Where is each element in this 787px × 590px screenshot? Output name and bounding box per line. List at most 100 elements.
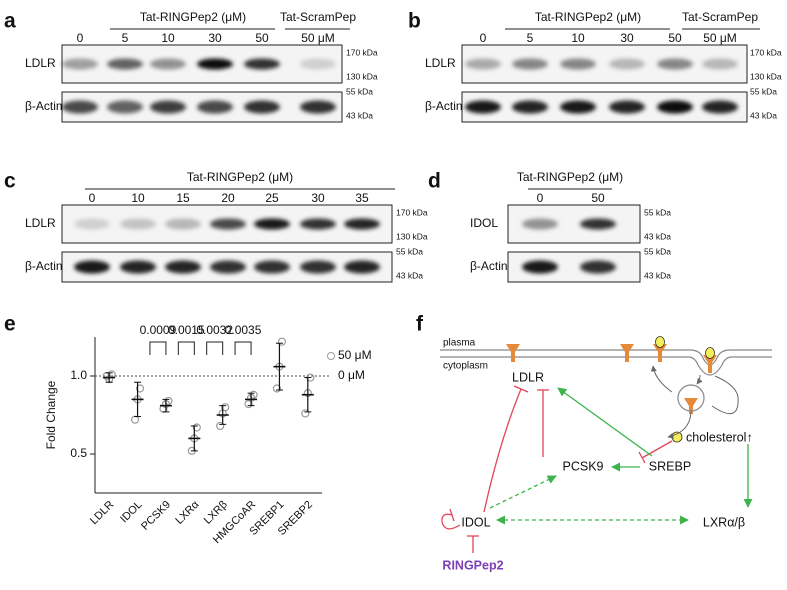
panel-label: c [4,170,16,193]
blot-header: Tat-ScramPep [682,10,758,24]
band [150,58,186,70]
band [522,260,558,274]
lane-label: 5 [527,31,534,45]
x-tick-label: LXRα [173,498,202,527]
lane-label: 0 [537,191,544,205]
band [107,58,143,70]
band [580,260,616,274]
lane-label: 0 [89,191,96,205]
marker-label: 43 kDa [644,270,671,280]
band [512,58,548,70]
lane-label: 50 [591,191,605,205]
node-ldlr: LDLR [512,370,544,384]
lane-label: 0 [480,31,487,45]
band [580,218,616,230]
endocytosis-arrow [696,374,703,385]
panel-label: e [4,313,16,336]
node-cholesterol: cholesterol↑ [686,430,753,444]
band [210,260,246,274]
panel-label: f [416,313,424,336]
marker-label: 55 kDa [644,207,671,217]
legend-label: 0 μM [338,368,365,382]
band [244,58,280,70]
data-point [249,390,258,399]
band [300,100,336,114]
y-tick-label: 0.5 [70,446,87,460]
band [62,100,98,114]
band [74,260,110,274]
band [197,100,233,114]
marker-label: 43 kDa [644,231,671,241]
lane-label: 0 [77,31,84,45]
band [702,58,738,70]
row-label: LDLR [425,56,456,70]
label: cytoplasm [443,361,488,372]
marker-label: 43 kDa [750,110,777,120]
p-value: 0.0015 [168,323,205,337]
row-label: β-Actin [25,99,63,113]
marker-label: 43 kDa [396,270,423,280]
blot-header: Tat-ScramPep [280,10,356,24]
row-label: β-Actin [470,259,508,273]
band [465,58,501,70]
band [300,218,336,230]
row-label: LDLR [25,216,56,230]
band [702,100,738,114]
band [657,100,693,114]
band [150,100,186,114]
marker-label: 130 kDa [346,71,378,81]
band [165,218,201,230]
data-point [135,384,145,393]
band [522,218,558,230]
row-label: IDOL [470,216,498,230]
activation-arrows [489,387,753,525]
node-pcsk9: PCSK9 [563,459,604,473]
receptors [506,344,717,414]
vesicle [677,384,705,412]
lane-label: 50 μM [703,31,737,45]
marker-label: 130 kDa [396,231,428,241]
data-point [301,409,310,418]
band [344,218,380,230]
band [560,58,596,70]
lane-label: 20 [221,191,235,205]
p-value: 0.0009 [140,323,177,337]
p-value: 0.0035 [225,323,262,337]
significance-bracket [177,341,195,355]
x-tick-label: PCSK9 [139,499,173,533]
degradation-arrow [667,411,692,439]
lane-label: 10 [131,191,145,205]
data-point [221,403,230,412]
band [465,100,501,114]
band [62,58,98,70]
x-tick-label: LDLR [88,499,116,527]
band [165,260,201,274]
lane-label: 50 μM [301,31,335,45]
recycle-arrow [711,375,739,415]
data-point [216,421,225,431]
lane-label: 30 [311,191,325,205]
lane-label: 10 [571,31,585,45]
band [657,58,693,70]
legend-marker [327,352,335,360]
band [120,260,156,274]
lane-label: 25 [265,191,279,205]
recycle-arrow [650,365,673,393]
band [300,58,336,70]
y-tick-label: 1.0 [70,368,87,382]
band [609,58,645,70]
panel-label: d [428,170,441,193]
data-point [164,396,173,406]
marker-label: 55 kDa [750,86,777,96]
row-label: β-Actin [425,99,463,113]
node-lxr: LXRα/β [703,515,745,529]
lane-label: 50 [255,31,269,45]
inhibition-arrows [441,385,673,553]
band [210,218,246,230]
cholesterol-particles [655,336,715,443]
blot-header: Tat-RINGPep2 (μM) [140,10,246,24]
data-point [192,423,201,432]
band [197,58,233,70]
